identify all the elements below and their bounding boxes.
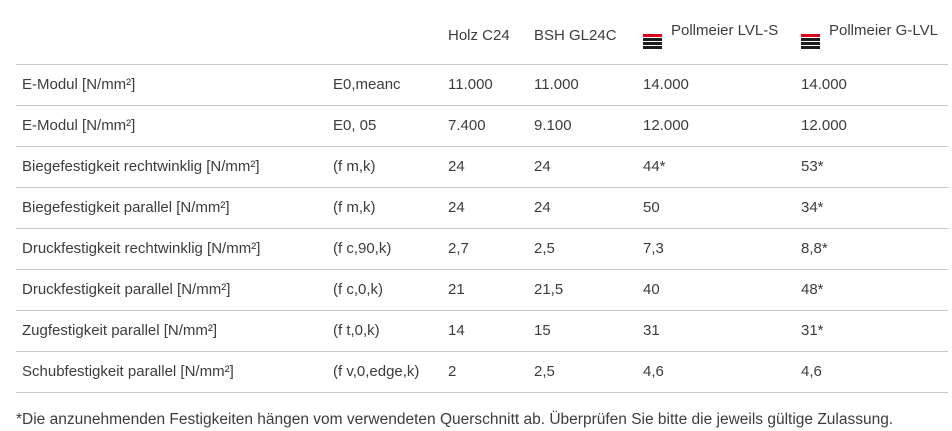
value-pollmeier-g-lvl: 8,8* xyxy=(795,228,948,270)
col-header-holz-c24: Holz C24 xyxy=(442,0,528,65)
table-row: Biegefestigkeit parallel [N/mm²] (f m,k)… xyxy=(16,187,948,229)
property-label: Biegefestigkeit parallel [N/mm²] xyxy=(16,187,327,229)
value-holz-c24: 7.400 xyxy=(442,105,528,147)
value-pollmeier-g-lvl: 48* xyxy=(795,269,948,311)
column-header-label: Holz C24 xyxy=(448,26,510,44)
value-holz-c24: 14 xyxy=(442,310,528,352)
value-holz-c24: 21 xyxy=(442,269,528,311)
property-symbol: E0, 05 xyxy=(327,105,442,147)
column-header-label: BSH GL24C xyxy=(534,26,617,44)
property-label: Schubfestigkeit parallel [N/mm²] xyxy=(16,351,327,393)
property-symbol: (f m,k) xyxy=(327,187,442,229)
value-bsh-gl24c: 24 xyxy=(528,146,637,188)
value-bsh-gl24c: 9.100 xyxy=(528,105,637,147)
property-symbol: (f c,90,k) xyxy=(327,228,442,270)
table-row: Druckfestigkeit rechtwinklig [N/mm²] (f … xyxy=(16,228,948,270)
value-bsh-gl24c: 2,5 xyxy=(528,228,637,270)
symbol-column-header xyxy=(327,0,442,65)
material-properties-table: Holz C24 BSH GL24C Pollmeier LVL-S Pollm… xyxy=(16,0,948,393)
value-bsh-gl24c: 24 xyxy=(528,187,637,229)
col-header-pollmeier-lvl-s: Pollmeier LVL-S xyxy=(637,0,795,65)
property-column-header xyxy=(16,0,327,65)
value-pollmeier-g-lvl: 53* xyxy=(795,146,948,188)
property-symbol: (f m,k) xyxy=(327,146,442,188)
property-label: Zugfestigkeit parallel [N/mm²] xyxy=(16,310,327,352)
property-label: Druckfestigkeit parallel [N/mm²] xyxy=(16,269,327,311)
column-header-label: Pollmeier G-LVL xyxy=(829,22,938,39)
property-symbol: (f v,0,edge,k) xyxy=(327,351,442,393)
property-symbol: E0,meanc xyxy=(327,64,442,106)
value-holz-c24: 2 xyxy=(442,351,528,393)
value-pollmeier-lvl-s: 7,3 xyxy=(637,228,795,270)
table-row: E-Modul [N/mm²] E0,meanc 11.000 11.000 1… xyxy=(16,64,948,106)
value-pollmeier-g-lvl: 34* xyxy=(795,187,948,229)
col-header-bsh-gl24c: BSH GL24C xyxy=(528,0,637,65)
value-pollmeier-lvl-s: 31 xyxy=(637,310,795,352)
value-bsh-gl24c: 15 xyxy=(528,310,637,352)
value-pollmeier-g-lvl: 12.000 xyxy=(795,105,948,147)
table-row: E-Modul [N/mm²] E0, 05 7.400 9.100 12.00… xyxy=(16,105,948,147)
value-pollmeier-lvl-s: 50 xyxy=(637,187,795,229)
footnote: *Die anzunehmenden Festigkeiten hängen v… xyxy=(16,411,894,428)
property-symbol: (f c,0,k) xyxy=(327,269,442,311)
value-bsh-gl24c: 2,5 xyxy=(528,351,637,393)
pollmeier-logo-icon xyxy=(801,34,820,49)
property-label: Biegefestigkeit rechtwinklig [N/mm²] xyxy=(16,146,327,188)
property-label: E-Modul [N/mm²] xyxy=(16,64,327,106)
property-label: Druckfestigkeit rechtwinklig [N/mm²] xyxy=(16,228,327,270)
value-pollmeier-lvl-s: 12.000 xyxy=(637,105,795,147)
value-holz-c24: 24 xyxy=(442,187,528,229)
value-pollmeier-g-lvl: 31* xyxy=(795,310,948,352)
value-pollmeier-lvl-s: 14.000 xyxy=(637,64,795,106)
value-pollmeier-lvl-s: 40 xyxy=(637,269,795,311)
table-row: Biegefestigkeit rechtwinklig [N/mm²] (f … xyxy=(16,146,948,188)
property-label: E-Modul [N/mm²] xyxy=(16,105,327,147)
value-holz-c24: 24 xyxy=(442,146,528,188)
col-header-pollmeier-g-lvl: Pollmeier G-LVL xyxy=(795,0,948,65)
column-header-label: Pollmeier LVL-S xyxy=(671,22,779,39)
table-row: Schubfestigkeit parallel [N/mm²] (f v,0,… xyxy=(16,351,948,393)
value-bsh-gl24c: 21,5 xyxy=(528,269,637,311)
header-row: Holz C24 BSH GL24C Pollmeier LVL-S Pollm… xyxy=(16,0,948,65)
value-holz-c24: 2,7 xyxy=(442,228,528,270)
property-symbol: (f t,0,k) xyxy=(327,310,442,352)
value-pollmeier-lvl-s: 4,6 xyxy=(637,351,795,393)
table-row: Druckfestigkeit parallel [N/mm²] (f c,0,… xyxy=(16,269,948,311)
pollmeier-logo-icon xyxy=(643,34,662,49)
table-row: Zugfestigkeit parallel [N/mm²] (f t,0,k)… xyxy=(16,310,948,352)
value-holz-c24: 11.000 xyxy=(442,64,528,106)
value-pollmeier-lvl-s: 44* xyxy=(637,146,795,188)
value-bsh-gl24c: 11.000 xyxy=(528,64,637,106)
value-pollmeier-g-lvl: 4,6 xyxy=(795,351,948,393)
value-pollmeier-g-lvl: 14.000 xyxy=(795,64,948,106)
